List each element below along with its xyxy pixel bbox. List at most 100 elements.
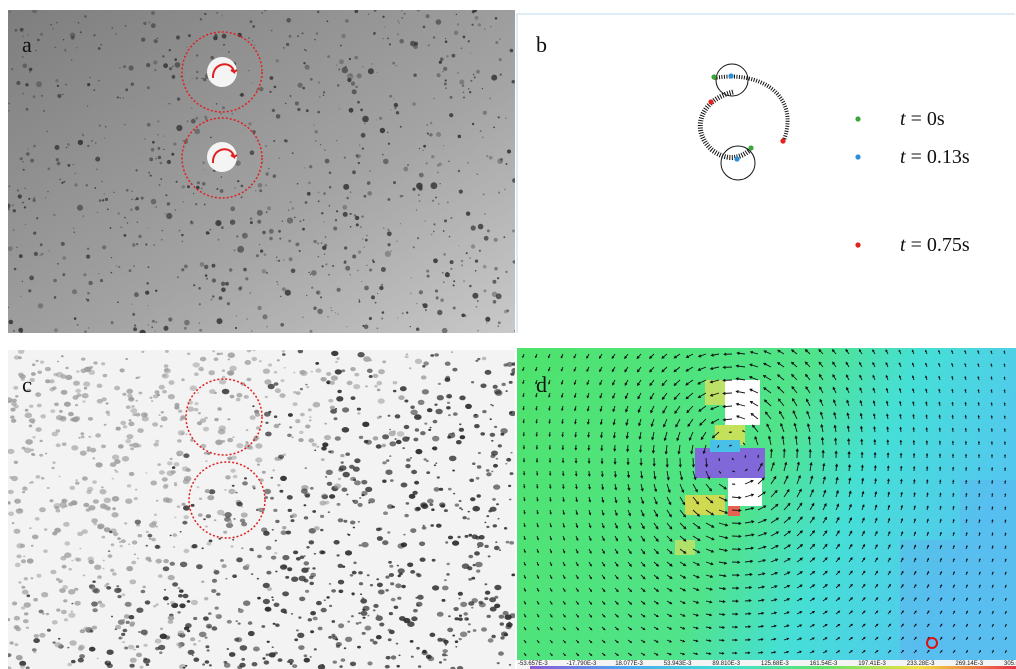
particle bbox=[416, 647, 420, 650]
particle bbox=[299, 250, 301, 252]
particle bbox=[151, 538, 156, 542]
particle bbox=[469, 534, 473, 537]
particle bbox=[86, 490, 91, 494]
particle bbox=[27, 558, 34, 563]
particle bbox=[468, 511, 470, 513]
particle bbox=[352, 170, 356, 174]
particle bbox=[414, 481, 419, 485]
particle bbox=[461, 509, 463, 511]
particle bbox=[39, 507, 46, 512]
particle bbox=[461, 264, 463, 266]
particle bbox=[493, 464, 498, 468]
particle bbox=[468, 601, 474, 606]
particle bbox=[72, 417, 79, 422]
particle bbox=[367, 574, 370, 576]
particle bbox=[272, 469, 275, 471]
particle bbox=[157, 120, 159, 122]
particle bbox=[208, 233, 210, 235]
particle bbox=[169, 380, 175, 385]
particle bbox=[335, 436, 341, 441]
particle bbox=[469, 91, 471, 93]
particle bbox=[172, 466, 175, 469]
particle bbox=[443, 230, 445, 232]
particle bbox=[308, 182, 311, 185]
particle bbox=[134, 292, 139, 297]
particle bbox=[256, 254, 259, 257]
particle bbox=[78, 647, 84, 651]
particle bbox=[54, 403, 59, 407]
particle bbox=[162, 230, 164, 232]
particle bbox=[437, 395, 444, 400]
particle bbox=[458, 170, 460, 172]
particle bbox=[460, 602, 467, 607]
particle bbox=[168, 575, 175, 580]
particle bbox=[93, 588, 100, 593]
particle bbox=[23, 64, 28, 69]
particle bbox=[318, 256, 320, 258]
particle bbox=[115, 628, 117, 630]
particle bbox=[457, 23, 459, 25]
particle bbox=[342, 427, 350, 433]
particle bbox=[497, 277, 499, 279]
particle bbox=[461, 48, 462, 49]
particle bbox=[199, 498, 202, 500]
particle bbox=[124, 234, 127, 237]
particle bbox=[464, 617, 468, 620]
particle bbox=[345, 19, 348, 22]
particle bbox=[71, 660, 76, 663]
particle bbox=[436, 19, 442, 25]
particle bbox=[241, 522, 247, 527]
particle bbox=[81, 435, 85, 438]
particle bbox=[92, 457, 95, 459]
particle bbox=[57, 85, 59, 87]
particle bbox=[369, 170, 370, 171]
particle bbox=[449, 113, 453, 117]
particle bbox=[499, 58, 502, 61]
particle bbox=[326, 470, 333, 475]
particle bbox=[323, 192, 326, 195]
particle bbox=[78, 658, 84, 663]
particle bbox=[179, 646, 182, 648]
particle bbox=[136, 653, 142, 658]
particle bbox=[232, 574, 237, 578]
particle bbox=[394, 103, 398, 107]
particle bbox=[61, 390, 68, 395]
particle bbox=[227, 648, 230, 650]
particle bbox=[172, 66, 174, 68]
particle bbox=[220, 113, 222, 115]
particle bbox=[377, 293, 378, 294]
particle bbox=[512, 362, 516, 365]
particle bbox=[422, 365, 425, 368]
particle bbox=[449, 456, 457, 462]
particle bbox=[121, 539, 126, 543]
particle bbox=[450, 260, 454, 264]
particle bbox=[350, 274, 351, 275]
particle bbox=[164, 364, 169, 367]
particle bbox=[108, 550, 111, 552]
particle bbox=[272, 599, 274, 601]
particle bbox=[396, 241, 397, 242]
particle bbox=[86, 184, 88, 186]
particle bbox=[9, 320, 14, 325]
particle bbox=[198, 513, 203, 517]
particle bbox=[153, 244, 155, 246]
particle bbox=[148, 266, 150, 268]
vector bbox=[1004, 442, 1005, 445]
particle bbox=[40, 33, 43, 36]
particle bbox=[352, 500, 355, 502]
particle bbox=[476, 570, 480, 573]
particle bbox=[438, 383, 441, 385]
particle bbox=[159, 470, 165, 474]
particle bbox=[135, 413, 140, 417]
particle bbox=[212, 278, 216, 282]
particle bbox=[385, 251, 391, 257]
particle bbox=[445, 79, 447, 81]
particle bbox=[107, 208, 109, 210]
particle bbox=[510, 49, 514, 53]
particle bbox=[312, 567, 315, 569]
particle bbox=[134, 497, 138, 500]
particle bbox=[506, 458, 511, 462]
particle bbox=[310, 656, 312, 658]
particle bbox=[124, 522, 127, 524]
particle bbox=[472, 462, 475, 465]
